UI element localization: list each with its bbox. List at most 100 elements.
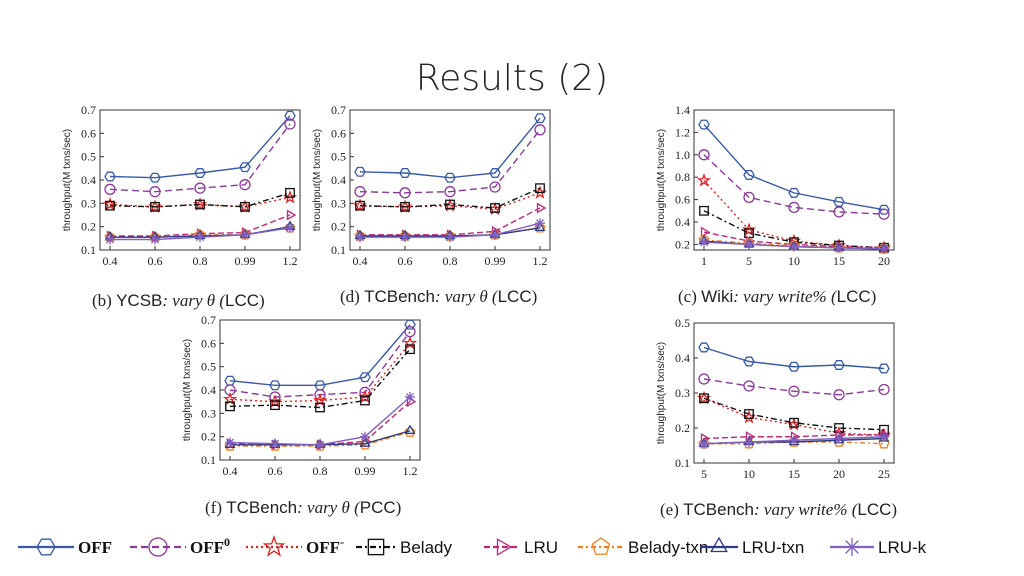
chart-e-point-lru-k-stroke [790, 436, 798, 445]
chart-b-line-belady [109, 192, 291, 208]
chart-f-ytick-label: 0.7 [201, 313, 216, 327]
chart-e-xtick-label: 20 [833, 467, 845, 481]
chart-f-point-belady [360, 395, 370, 406]
chart-b-point-off [149, 172, 161, 183]
chart-b-point-belady [150, 201, 160, 212]
chart-e-series-off- [696, 390, 892, 442]
chart-e-xtick-label: 25 [878, 467, 890, 481]
legend: OFF OFF0 OFF- Belady LRU Belady-txn LRU-txn LRU… [18, 535, 927, 557]
chart-e-ytick-label: 0.3 [675, 386, 690, 400]
chart-b-line-off [109, 115, 291, 179]
chart-f: 0.1 0.2 0.3 0.4 0.5 0.6 0.7 0.4 0.6 0.8 0.99 1.2 thr… [178, 310, 438, 490]
legend-label-lru: LRU [524, 538, 558, 557]
chart-c-point-lru [700, 226, 711, 238]
chart-d-line-off [359, 117, 541, 179]
chart-e-point-off [878, 363, 890, 374]
chart-d-point-off [444, 172, 456, 183]
legend-item-off0: OFF0 [130, 535, 230, 557]
chart-c-point-lru-k [834, 242, 844, 253]
chart-b-caption-name: YCSB [116, 291, 163, 310]
chart-c-point-belady [699, 205, 709, 216]
chart-f-series-off [224, 319, 416, 391]
chart-c-xtick-label: 20 [878, 254, 890, 268]
chart-e-line-belady [703, 397, 885, 431]
chart-b-series-off0 [104, 118, 296, 198]
chart-b-point-belady [105, 200, 115, 211]
chart-b-point-lru-k-stroke [196, 233, 204, 242]
chart-c-ytick-label: 1.2 [675, 125, 690, 139]
legend-item-belady: Belady [356, 538, 452, 557]
chart-d-point-lru-k [445, 232, 455, 243]
chart-e-series-off [698, 342, 890, 374]
chart-f-caption-post: ) [395, 498, 402, 517]
chart-f-ylabel: throughput(M txns/sec) [182, 339, 193, 441]
chart-c-caption-name: Wiki [701, 287, 734, 306]
chart-b-point-lru-k-stroke [286, 223, 294, 232]
chart-d-xtick-label: 1.2 [533, 254, 548, 268]
chart-b-point-off0 [104, 183, 116, 195]
chart-b-ylabel: throughput(M txns/sec) [62, 129, 73, 231]
chart-d-line-off0 [359, 129, 541, 194]
chart-e-line-off0 [703, 378, 885, 396]
chart-f-xtick-label: 0.4 [223, 464, 238, 478]
chart-d-point-off [534, 113, 546, 124]
chart-f-point-lru-k-stroke [361, 432, 369, 441]
chart-f-caption-name: TCBench [226, 498, 298, 517]
chart-d-point-off0 [489, 181, 501, 193]
chart-b-xtick-label: 1.2 [283, 254, 298, 268]
chart-c-caption-rest: : vary write% ( [733, 287, 837, 306]
chart-e-point-lru-k [699, 438, 709, 449]
chart-d-point-belady [355, 200, 365, 211]
chart-b-frame [99, 109, 301, 251]
chart-e-caption-name: TCBench [683, 500, 754, 519]
chart-f-point-lru-k [315, 439, 325, 450]
chart-d-caption-pre: (d) [340, 287, 365, 306]
chart-f-line-off0 [229, 331, 411, 398]
chart-c-point-lru-k-stroke [745, 240, 753, 249]
chart-b-caption: (b) YCSB: vary θ (LCC) [92, 291, 265, 311]
chart-d-point-off0 [354, 186, 366, 198]
legend-label-lru-k: LRU-k [878, 538, 927, 557]
chart-c-point-off [833, 196, 845, 207]
chart-d-caption-post: ) [531, 287, 538, 306]
chart-c-point-off0 [743, 191, 755, 204]
legend-marker-off0 [148, 537, 168, 557]
legend-marker-off [36, 538, 56, 556]
chart-d-point-belady [445, 199, 455, 210]
chart-c-point-lru-k [789, 241, 799, 252]
chart-c-frame [693, 109, 895, 251]
chart-c-point-off- [696, 173, 712, 187]
chart-d-point-lru-k [490, 229, 500, 240]
chart-b-point-off [104, 171, 116, 182]
slide-title: Results (2) [415, 58, 609, 99]
chart-c-point-off0 [698, 149, 710, 161]
chart-f-point-off [269, 380, 281, 391]
chart-b-point-lru-k [240, 229, 250, 240]
chart-e-line-belady-txn [704, 441, 885, 445]
chart-e-point-lru-k-stroke [835, 434, 843, 443]
chart-d-xtick-label: 0.6 [398, 254, 413, 268]
chart-c-caption-post: ) [870, 287, 877, 306]
chart-e-point-off [698, 342, 710, 353]
chart-d-point-lru-k-stroke [446, 233, 454, 242]
chart-d-point-lru-k [355, 232, 365, 243]
chart-f-series-belady-txn [224, 426, 416, 451]
chart-d-point-belady [400, 201, 410, 212]
chart-e: 0.1 0.2 0.3 0.4 0.5 5 10 15 20 25 throughput(M txn… [652, 313, 912, 493]
legend-item-lru: LRU [484, 538, 558, 557]
chart-d-point-lru-k-stroke [356, 233, 364, 242]
chart-c-caption-pre: (c) [678, 287, 702, 306]
chart-f-point-lru [406, 396, 417, 408]
chart-f-point-belady [225, 401, 235, 412]
legend-marker-belady-txn [591, 537, 611, 555]
chart-c-point-lru-k [744, 239, 754, 250]
chart-b-point-lru-k-stroke [241, 230, 249, 239]
chart-b-point-off0 [284, 118, 296, 130]
chart-e-line-off- [703, 397, 885, 436]
chart-d-point-off0 [534, 124, 546, 136]
chart-e-caption-post: ) [891, 500, 898, 519]
chart-d: 0.1 0.2 0.3 0.4 0.5 0.6 0.7 0.4 0.6 0.8 0.99 1.2 thr… [308, 100, 568, 280]
chart-b-ytick-label: 0.2 [81, 220, 96, 234]
chart-b-caption-rest: : vary θ ( [162, 291, 226, 310]
chart-f-ytick-label: 0.4 [201, 383, 216, 397]
